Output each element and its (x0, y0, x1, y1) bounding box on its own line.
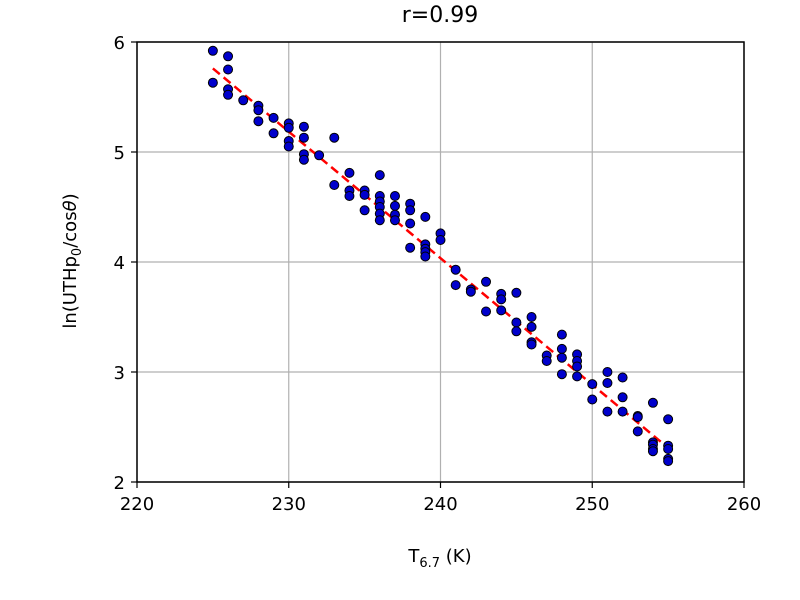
data-point (617, 372, 628, 383)
data-point (556, 352, 567, 363)
data-point (268, 112, 279, 123)
y-axis-ticks: 2 3 4 5 6 (114, 33, 137, 494)
x-tick-label: 240 (423, 494, 457, 515)
data-point (298, 154, 309, 165)
data-point (602, 378, 613, 388)
data-point (359, 189, 370, 200)
data-point (268, 128, 279, 139)
data-point (405, 242, 416, 253)
x-axis-label: T6.7 (K) (407, 546, 471, 571)
y-axis-label-suffix: /cos (60, 211, 81, 247)
data-point (526, 339, 537, 350)
data-point (602, 367, 613, 377)
data-point (207, 77, 218, 88)
data-points (207, 45, 674, 467)
data-point (526, 321, 537, 332)
x-axis-label-suffix: (K) (440, 546, 472, 567)
x-axis-ticks: 220 230 240 250 260 (120, 482, 761, 515)
data-point (253, 116, 264, 127)
data-point (526, 312, 537, 322)
y-tick-label: 3 (114, 363, 125, 384)
data-point (617, 406, 628, 417)
data-point (223, 51, 234, 62)
data-point (389, 191, 400, 201)
data-point (572, 371, 583, 382)
y-axis-label-sub: 0 (70, 248, 85, 256)
data-point (541, 356, 552, 366)
y-tick-label: 2 (114, 473, 125, 494)
data-point (647, 446, 658, 457)
data-point (405, 205, 416, 216)
data-point (511, 326, 522, 337)
x-axis-label-main: T (407, 546, 420, 567)
data-point (556, 343, 567, 354)
y-tick-label: 5 (114, 143, 125, 164)
data-point (481, 306, 492, 317)
data-point (617, 392, 628, 403)
data-point (556, 369, 567, 380)
data-point (389, 200, 400, 211)
y-axis-label-end: ) (60, 193, 81, 200)
data-point (511, 287, 522, 298)
data-point (496, 294, 507, 305)
data-point (283, 122, 294, 133)
data-point (435, 235, 446, 245)
data-point (359, 205, 370, 216)
data-point (238, 95, 249, 106)
data-point (314, 150, 325, 161)
x-tick-label: 260 (727, 494, 761, 515)
y-axis-label-theta: θ (60, 200, 81, 211)
data-point (420, 251, 431, 262)
data-point (298, 121, 309, 132)
data-point (602, 406, 613, 417)
data-point (663, 456, 674, 467)
x-tick-label: 220 (120, 494, 154, 515)
data-point (207, 45, 218, 56)
data-point (647, 397, 658, 408)
data-point (587, 394, 598, 405)
x-axis-label-sub: 6.7 (419, 556, 440, 571)
data-point (481, 276, 492, 287)
data-point (253, 105, 264, 116)
data-point (329, 132, 340, 143)
data-point (511, 317, 522, 328)
data-point (223, 64, 234, 75)
chart-title: r=0.99 (402, 3, 478, 28)
data-point (223, 89, 234, 100)
y-tick-label: 4 (114, 253, 125, 274)
data-point (374, 170, 385, 181)
data-point (632, 426, 643, 437)
data-point (496, 305, 507, 316)
data-point (283, 141, 294, 152)
data-point (465, 286, 476, 297)
data-point (420, 211, 431, 222)
data-point (389, 215, 400, 226)
data-point (632, 412, 643, 423)
x-tick-label: 230 (272, 494, 306, 515)
data-point (572, 361, 583, 372)
data-point (450, 264, 461, 275)
data-point (663, 414, 674, 425)
data-point (405, 218, 416, 229)
data-point (298, 132, 309, 143)
x-tick-label: 250 (575, 494, 609, 515)
data-point (344, 191, 355, 201)
data-point (587, 379, 598, 390)
data-point (344, 167, 355, 178)
y-axis-label: ln(UTHp0/cosθ) (60, 193, 85, 328)
data-point (374, 215, 385, 226)
data-point (663, 444, 674, 454)
data-point (556, 329, 567, 340)
data-point (329, 180, 340, 190)
y-tick-label: 6 (114, 33, 125, 54)
y-axis-label-prefix: ln(UTHp (60, 256, 81, 329)
data-point (450, 280, 461, 291)
